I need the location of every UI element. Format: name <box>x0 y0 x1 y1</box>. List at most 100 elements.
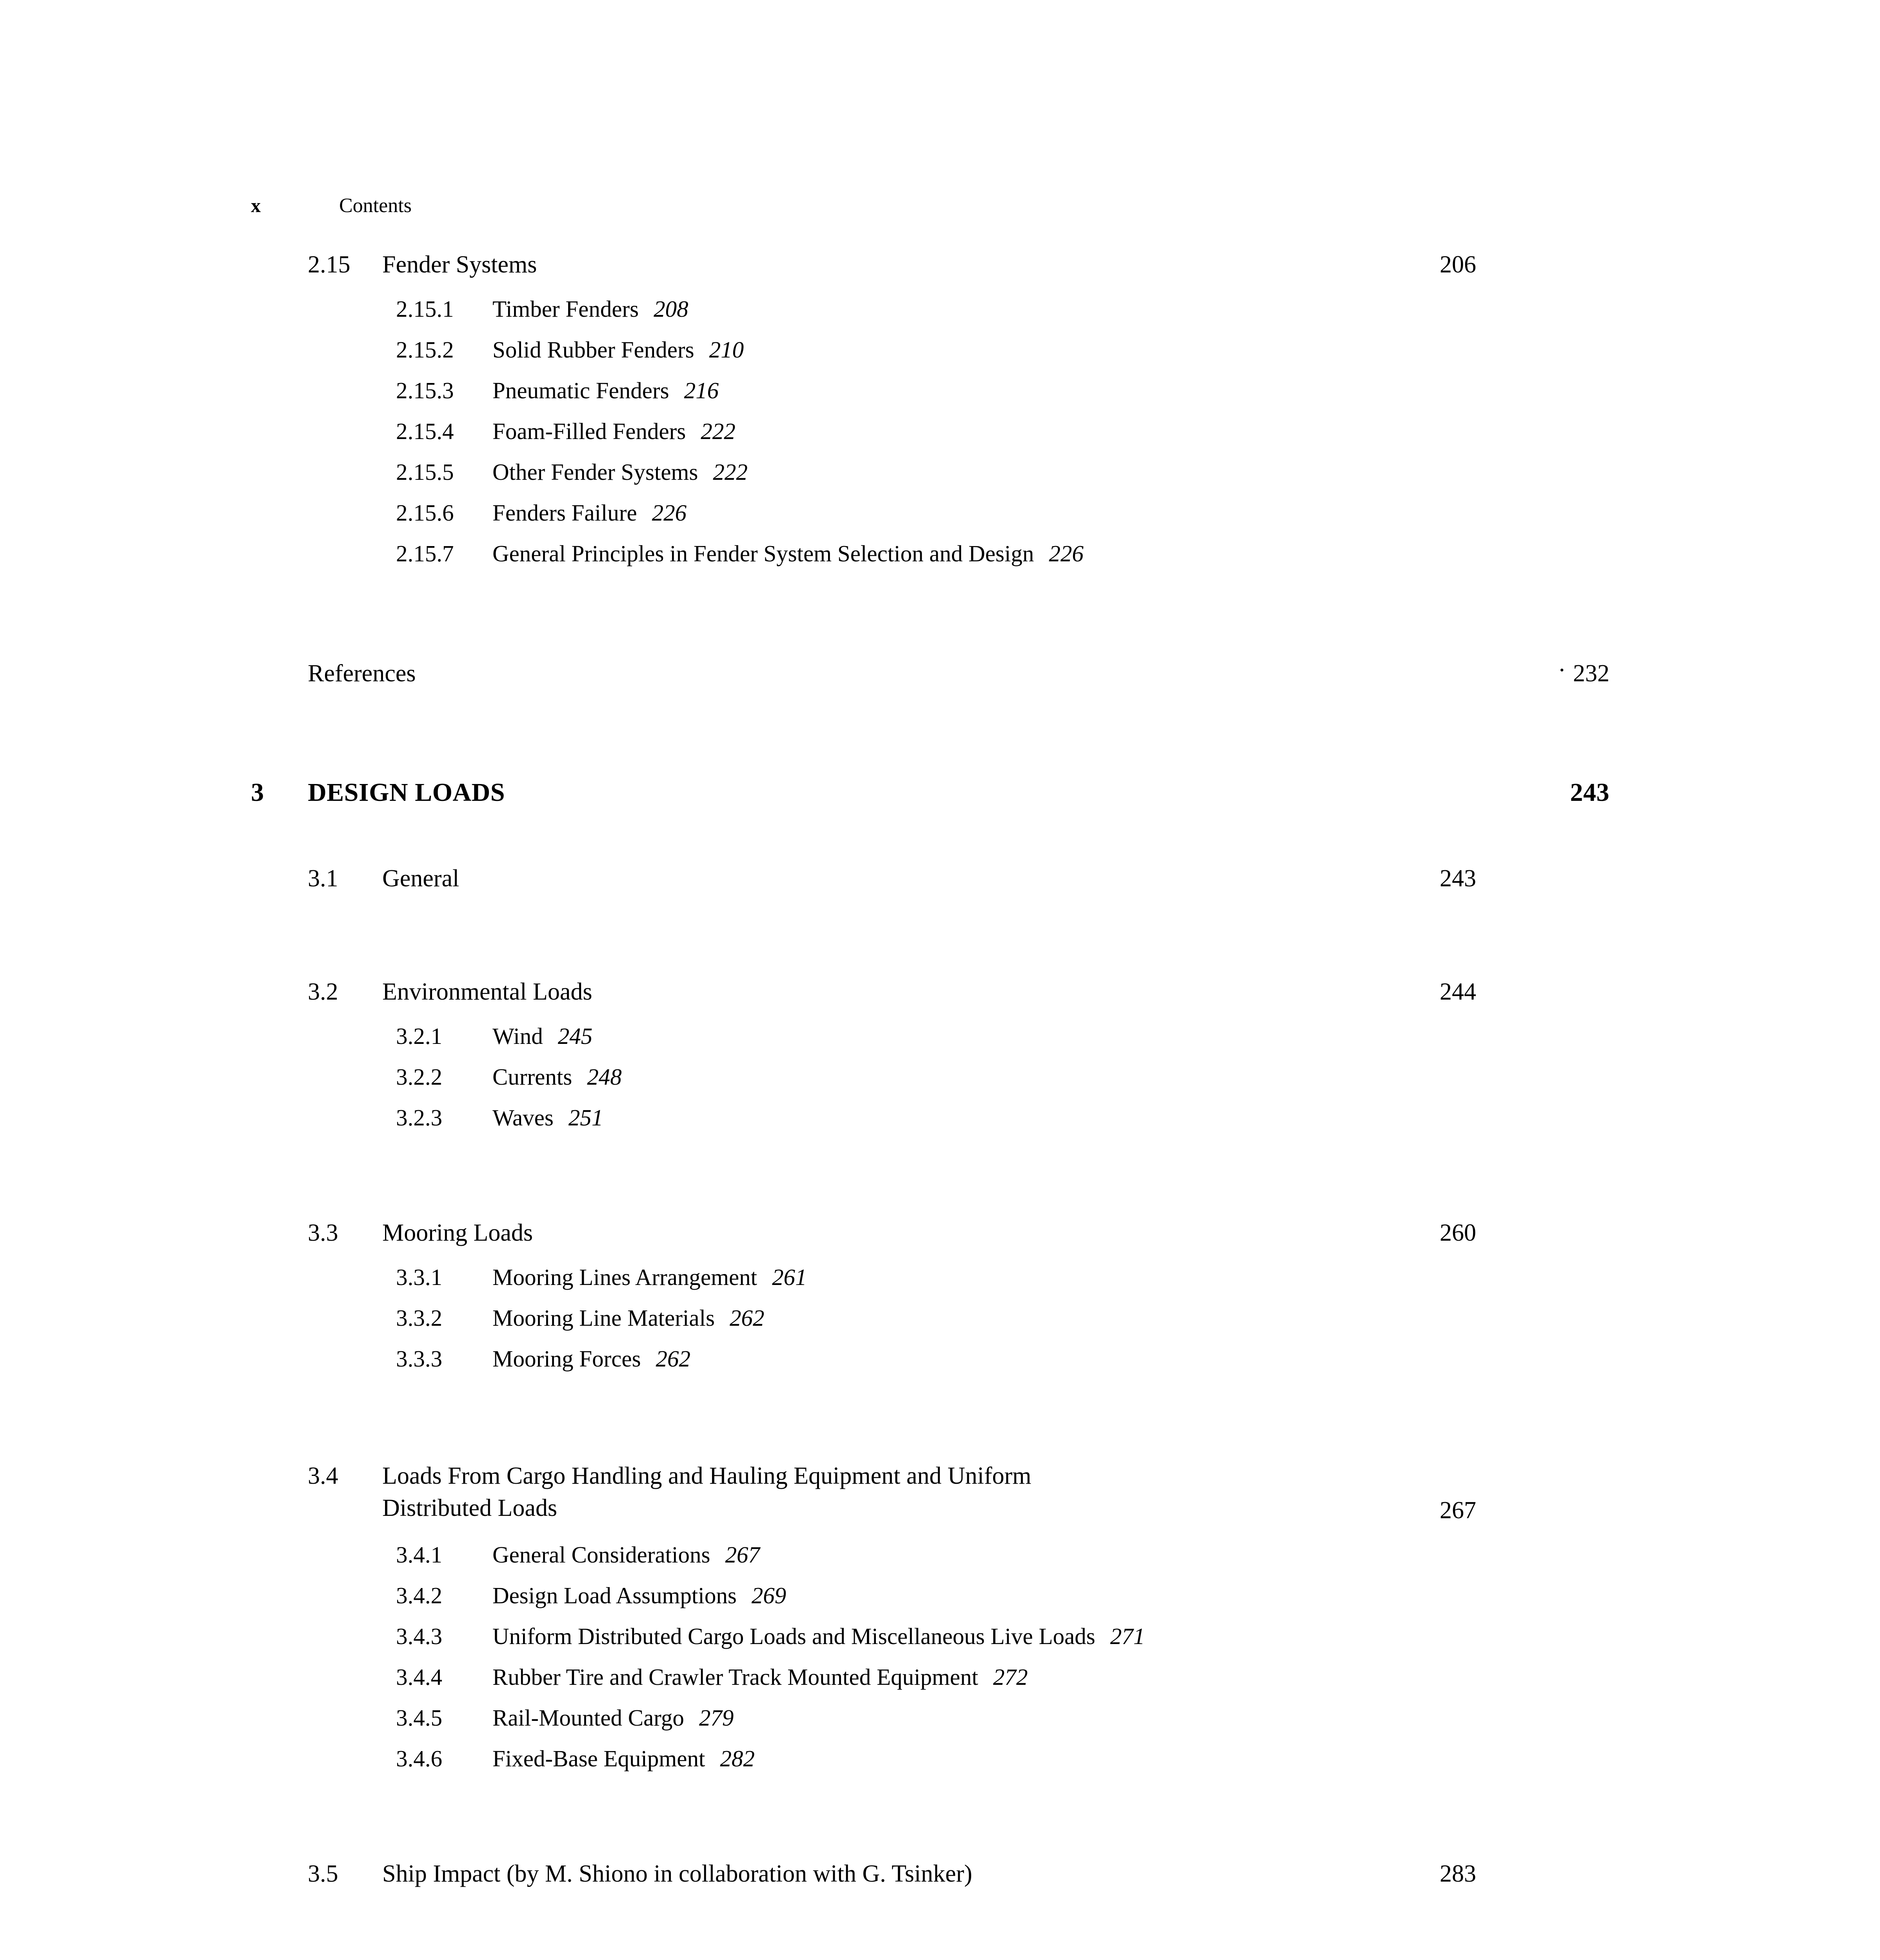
running-head: x Contents <box>251 194 412 217</box>
subsection-title: Wind <box>492 1023 543 1049</box>
toc-subsection: 3.4.6 Fixed-Base Equipment 282 <box>396 1747 1880 1770</box>
toc-subsection: 3.2.3 Waves 251 <box>396 1106 1880 1129</box>
subsection-title: Currents <box>492 1064 572 1090</box>
toc-subsection: 3.3.3 Mooring Forces 262 <box>396 1347 1880 1370</box>
subsection-title: Fixed-Base Equipment <box>492 1745 705 1771</box>
subsection-number: 3.3.1 <box>396 1264 442 1290</box>
section-title-line2: Distributed Loads <box>382 1494 557 1521</box>
subsection-number: 3.2.3 <box>396 1105 442 1131</box>
subsection-number: 2.15.4 <box>396 418 454 444</box>
section-number: 3.4 <box>308 1463 338 1489</box>
subsection-title: Rubber Tire and Crawler Track Mounted Eq… <box>492 1664 978 1690</box>
subsection-title: Timber Fenders <box>492 296 639 322</box>
subsection-list-3-3: 3.3.1 Mooring Lines Arrangement 261 3.3.2 M… <box>0 1266 1880 1370</box>
subsection-page: 226 <box>652 500 687 526</box>
toc-subsection: 3.4.5 Rail-Mounted Cargo 279 <box>396 1706 1880 1730</box>
subsection-number: 2.15.5 <box>396 459 454 485</box>
chapter-title: DESIGN LOADS <box>308 778 505 807</box>
toc-subsection: 2.15.6 Fenders Failure 226 <box>396 501 1880 524</box>
subsection-number: 3.2.1 <box>396 1023 442 1049</box>
spacer <box>0 808 1880 823</box>
toc-references: References 232 <box>0 660 1880 688</box>
toc-subsection: 3.4.3 Uniform Distributed Cargo Loads and… <box>396 1623 1880 1649</box>
spacer <box>0 1788 1880 1818</box>
chapter-page: 243 <box>1570 778 1609 807</box>
toc-section-3-5: 3.5 Ship Impact (by M. Shiono in collabo… <box>0 1860 1880 1888</box>
toc-subsection: 3.2.1 Wind 245 <box>396 1025 1880 1048</box>
section-number: 3.5 <box>308 1860 338 1887</box>
subsection-number: 3.4.5 <box>396 1704 442 1731</box>
subsection-page: 245 <box>558 1023 593 1049</box>
toc-subsection: 2.15.4 Foam-Filled Fenders 222 <box>396 420 1880 443</box>
section-page: 244 <box>1440 978 1476 1005</box>
subsection-page: 222 <box>713 459 748 485</box>
subsection-number: 3.4.1 <box>396 1541 442 1568</box>
spacer <box>0 688 1880 731</box>
subsection-page: 210 <box>709 337 744 363</box>
toc-subsection: 3.4.2 Design Load Assumptions 269 <box>396 1584 1880 1607</box>
subsection-title: Fenders Failure <box>492 500 637 526</box>
section-title: Fender Systems <box>382 251 537 278</box>
section-number: 2.15 <box>308 251 351 278</box>
toc-subsection: 3.4.4 Rubber Tire and Crawler Track Mount… <box>396 1664 1880 1690</box>
subsection-page: 262 <box>729 1305 765 1331</box>
section-title: General <box>382 865 460 892</box>
toc-subsection: 2.15.3 Pneumatic Fenders 216 <box>396 379 1880 402</box>
section-page: 206 <box>1440 251 1476 278</box>
toc-subsection: 2.15.2 Solid Rubber Fenders 210 <box>396 338 1880 361</box>
subsection-title: Mooring Line Materials <box>492 1305 715 1331</box>
subsection-title: Solid Rubber Fenders <box>492 337 694 363</box>
subsection-page: 226 <box>1049 541 1084 566</box>
references-title: References <box>308 660 416 687</box>
subsection-page: 222 <box>701 418 736 444</box>
section-page: 243 <box>1440 865 1476 892</box>
subsection-title: Uniform Distributed Cargo Loads and Misc… <box>492 1623 1095 1649</box>
toc-subsection: 2.15.5 Other Fender Systems 222 <box>396 461 1880 484</box>
toc-subsection: 3.3.2 Mooring Line Materials 262 <box>396 1307 1880 1330</box>
subsection-number: 3.3.2 <box>396 1305 442 1331</box>
section-number: 3.1 <box>308 865 338 892</box>
subsection-number: 2.15.2 <box>396 337 454 363</box>
subsection-page: 282 <box>720 1745 755 1771</box>
subsection-page: 216 <box>684 377 719 403</box>
subsection-number: 3.4.6 <box>396 1745 442 1771</box>
subsection-title: Design Load Assumptions <box>492 1582 737 1608</box>
subsection-number: 3.4.2 <box>396 1582 442 1608</box>
running-head-label: Contents <box>339 194 412 217</box>
subsection-title: Pneumatic Fenders <box>492 377 669 403</box>
page-folio: x <box>251 194 261 216</box>
toc-subsection: 2.15.7 General Principles in Fender Syste… <box>396 542 1880 565</box>
section-title: Mooring Loads <box>382 1220 533 1246</box>
subsection-title: Waves <box>492 1105 554 1131</box>
subsection-page: 267 <box>725 1541 760 1568</box>
subsection-number: 3.2.2 <box>396 1064 442 1090</box>
table-of-contents: 2.15 Fender Systems 206 2.15.1 Timber Fen… <box>0 251 1880 1960</box>
toc-subsection: 3.3.1 Mooring Lines Arrangement 261 <box>396 1266 1880 1289</box>
subsection-number: 2.15.3 <box>396 377 454 403</box>
subsection-number: 3.3.3 <box>396 1346 442 1372</box>
subsection-title: Mooring Forces <box>492 1346 641 1372</box>
subsection-title: Mooring Lines Arrangement <box>492 1264 757 1290</box>
section-number: 3.3 <box>308 1220 338 1246</box>
toc-subsection: 2.15.1 Timber Fenders 208 <box>396 298 1880 321</box>
subsection-page: 261 <box>772 1264 807 1290</box>
section-page: 267 <box>1440 1497 1476 1524</box>
subsection-page: 262 <box>656 1346 691 1372</box>
spacer <box>0 583 1880 613</box>
chapter-number: 3 <box>251 778 264 807</box>
subsection-page: 279 <box>699 1704 734 1731</box>
section-title-line1: Loads From Cargo Handling and Hauling Eq… <box>382 1463 1032 1489</box>
toc-subsection: 3.2.2 Currents 248 <box>396 1065 1880 1089</box>
subsection-title: General Considerations <box>492 1541 710 1568</box>
subsection-list-2-15: 2.15.1 Timber Fenders 208 2.15.2 Solid Rubb… <box>0 298 1880 565</box>
section-page: 260 <box>1440 1220 1476 1246</box>
toc-subsection: 3.4.1 General Considerations 267 <box>396 1543 1880 1566</box>
spacer <box>0 893 1880 936</box>
subsection-title: Foam-Filled Fenders <box>492 418 686 444</box>
toc-chapter-3: 3 DESIGN LOADS 243 <box>0 778 1880 808</box>
subsection-title: Rail-Mounted Cargo <box>492 1704 684 1731</box>
subsection-page: 251 <box>568 1105 603 1131</box>
subsection-number: 3.4.4 <box>396 1664 442 1690</box>
spacer <box>0 1888 1880 1932</box>
